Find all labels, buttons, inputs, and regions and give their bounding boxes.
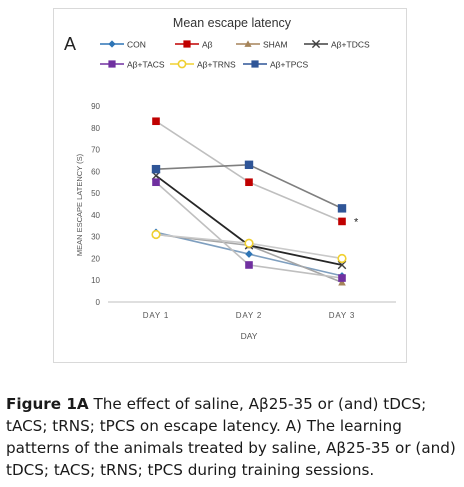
legend-marker-6 — [251, 60, 259, 68]
point-s4-p0 — [152, 178, 160, 187]
point-s6-p2 — [337, 204, 347, 213]
legend-label-3: Aβ+TDCS — [331, 40, 370, 50]
chart-title: Mean escape latency — [173, 16, 292, 30]
y-tick-label-2: 20 — [91, 254, 100, 263]
escape-latency-chart: Mean escape latency A CON Aβ SHAM Aβ+TDCS Aβ+T… — [64, 16, 396, 341]
point-s6-p1 — [244, 160, 254, 169]
legend-marker-2 — [244, 40, 252, 47]
y-tick-label-9: 90 — [91, 102, 100, 111]
point-s3-p2 — [337, 260, 347, 270]
point-s1-p2 — [338, 217, 346, 226]
panel-label: A — [64, 34, 76, 54]
y-tick-label-8: 80 — [91, 124, 100, 133]
point-s4-p2 — [338, 274, 346, 282]
point-s1-p0 — [152, 117, 160, 126]
legend-label-1: Aβ — [202, 40, 213, 50]
legend-label-4: Aβ+TACS — [127, 60, 165, 70]
x-tick-label-2: DAY 3 — [329, 311, 355, 320]
legend-marker-5 — [177, 59, 187, 69]
legend-marker-0 — [108, 40, 116, 48]
point-s5-p1 — [244, 238, 254, 248]
figure-caption-text: The effect of saline, Aβ25-35 or (and) t… — [6, 395, 456, 479]
point-s4-p1 — [245, 261, 253, 269]
figure-caption: Figure 1A The effect of saline, Aβ25-35 … — [6, 393, 458, 481]
y-tick-label-0: 0 — [96, 298, 101, 307]
annotation-0: * — [354, 216, 359, 228]
point-s0-p1 — [245, 250, 253, 258]
y-axis-title: MEAN ESCAPE LATENCY (S) — [75, 153, 84, 256]
point-s6-p0 — [151, 164, 161, 174]
point-s1-p1 — [245, 178, 253, 187]
legend-label-5: Aβ+TRNS — [197, 60, 236, 70]
y-tick-label-4: 40 — [91, 211, 100, 220]
legend-label-6: Aβ+TPCS — [270, 60, 309, 70]
figure-caption-label: Figure 1A — [6, 395, 89, 413]
y-tick-label-3: 30 — [91, 233, 100, 242]
series-line-6 — [155, 163, 343, 210]
y-tick-label-6: 60 — [91, 167, 100, 176]
legend-marker-1 — [183, 40, 191, 48]
y-tick-label-7: 70 — [91, 146, 100, 155]
legend-label-0: CON — [127, 40, 146, 50]
legend-marker-3 — [311, 39, 321, 49]
x-axis-title: DAY — [241, 331, 258, 341]
y-tick-label-1: 10 — [91, 276, 100, 285]
y-tick-label-5: 50 — [91, 189, 100, 198]
point-s2-p2 — [338, 278, 346, 286]
point-s5-p2 — [337, 253, 347, 264]
x-tick-label-1: DAY 2 — [236, 311, 262, 320]
point-s5-p0 — [151, 229, 161, 240]
x-tick-label-0: DAY 1 — [143, 311, 169, 320]
legend-marker-4 — [108, 60, 116, 68]
legend-label-2: SHAM — [263, 40, 288, 50]
